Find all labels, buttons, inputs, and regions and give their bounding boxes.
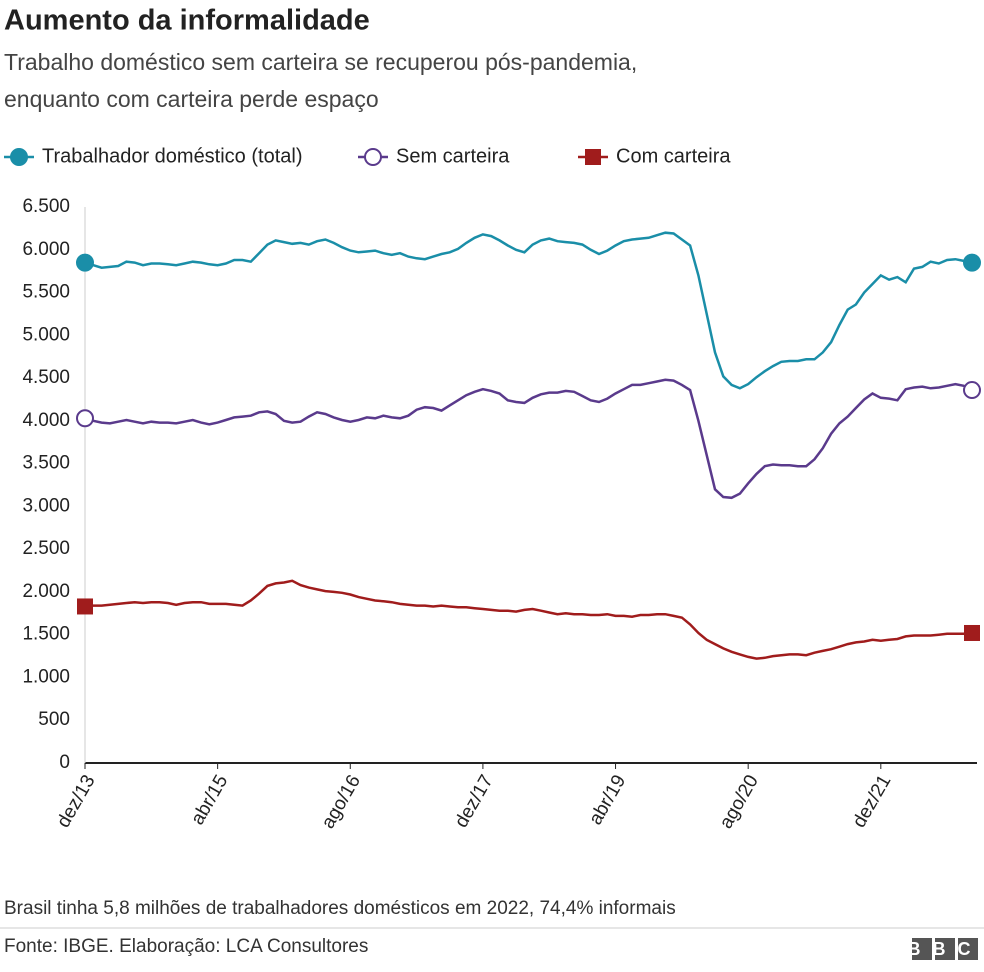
marker (76, 409, 94, 428)
x-tick-label: dez/21 (849, 772, 896, 832)
y-tick-label: 5.000 (22, 324, 70, 345)
chart-title: Aumento da informalidade (4, 5, 370, 37)
marker (963, 253, 981, 272)
legend-marker (585, 149, 601, 165)
x-tick-label: abr/19 (585, 772, 630, 829)
y-tick-label: 3.000 (22, 495, 70, 516)
chart-source: Fonte: IBGE. Elaboração: LCA Consultores (4, 936, 368, 957)
y-tick-label: 3.500 (22, 453, 70, 474)
chart-subtitle: enquanto com carteira perde espaço (4, 86, 379, 112)
legend-marker (364, 148, 382, 166)
y-tick-label: 0 (59, 752, 70, 773)
series-line (84, 579, 973, 660)
chart-note: Brasil tinha 5,8 milhões de trabalhadore… (4, 898, 676, 919)
legend-marker (10, 148, 28, 166)
logo: BBC (908, 938, 983, 960)
y-tick-label: 6.000 (22, 239, 70, 260)
x-tick-label: ago/16 (318, 772, 365, 833)
series-line (84, 378, 973, 500)
chart-subtitle: Trabalho doméstico sem carteira se recup… (4, 49, 637, 75)
y-tick-label: 1.500 (22, 624, 70, 645)
logo-text: BBC (908, 939, 983, 959)
x-tick-label: dez/13 (53, 772, 100, 832)
marker (76, 253, 94, 272)
x-tick-label: abr/15 (187, 772, 232, 829)
y-tick-label: 5.500 (22, 282, 70, 303)
x-tick-label: dez/17 (451, 772, 498, 832)
marker (963, 381, 981, 400)
series-line (84, 231, 973, 390)
y-tick-label: 4.000 (22, 410, 70, 431)
marker (964, 624, 980, 641)
x-tick-label: ago/20 (716, 772, 763, 833)
y-tick-label: 2.500 (22, 538, 70, 559)
y-tick-label: 500 (38, 709, 70, 730)
legend-label: Com carteira (616, 145, 731, 167)
y-tick-label: 4.500 (22, 367, 70, 388)
y-tick-label: 1.000 (22, 666, 70, 687)
y-tick-label: 6.500 (22, 196, 70, 217)
legend-label: Trabalhador doméstico (total) (42, 145, 303, 167)
marker (77, 598, 93, 615)
legend-label: Sem carteira (396, 145, 510, 167)
y-tick-label: 2.000 (22, 581, 70, 602)
